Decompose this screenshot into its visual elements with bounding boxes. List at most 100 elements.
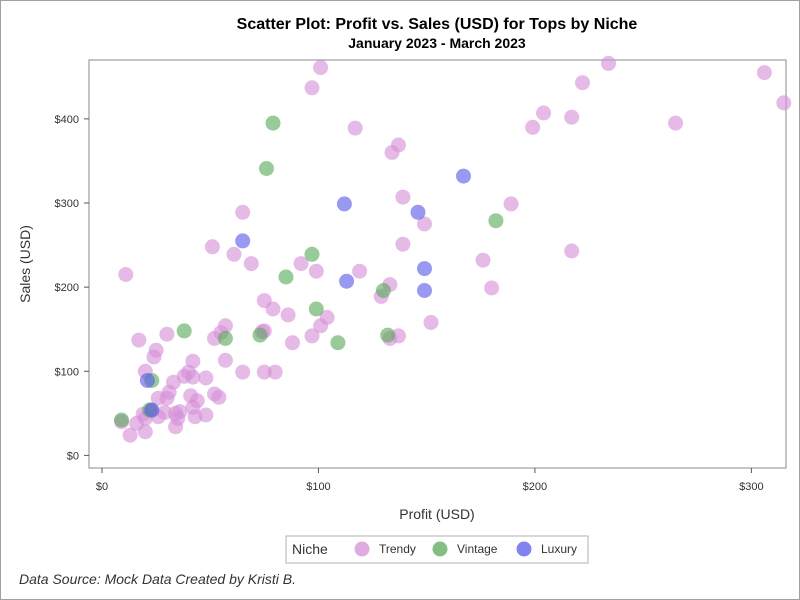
data-point-trendy [352,263,368,279]
x-axis-label: Profit (USD) [399,506,474,522]
data-point-trendy [226,246,242,262]
y-tick-label: $300 [55,198,79,210]
y-tick-label: $200 [55,282,79,294]
data-point-vintage [259,161,274,176]
data-point-vintage [304,246,320,262]
data-point-trendy [564,109,580,125]
data-point-vintage [252,327,268,343]
data-point-trendy [601,55,616,71]
data-point-trendy [235,364,251,380]
y-tick-label: $400 [55,114,79,126]
data-point-trendy [575,75,590,91]
legend-box [285,535,589,564]
y-axis-ticks: $0 $100 $200 $300 $400 [55,114,89,462]
data-point-trendy [536,105,552,121]
data-point-trendy [423,315,439,330]
data-point-vintage [488,213,504,229]
data-point-luxury [336,196,352,212]
data-point-trendy [313,60,329,76]
data-point-vintage [330,335,346,351]
data-point-trendy [280,307,296,323]
data-point-trendy [384,145,400,160]
legend-label-trendy: Trendy [379,542,416,556]
data-point-trendy [198,370,214,386]
data-point-trendy [285,335,300,351]
data-point-trendy [503,196,519,212]
data-point-trendy [185,369,201,385]
data-point-trendy [211,389,227,405]
data-point-trendy [668,115,684,131]
data-point-luxury [235,233,251,249]
data-point-trendy [756,65,772,81]
data-point-trendy [395,189,411,205]
data-point-trendy [157,405,173,420]
legend-label-vintage: Vintage [457,542,498,556]
data-point-trendy [304,328,320,344]
data-point-trendy [308,263,324,279]
legend-marker-luxury [516,541,532,557]
legend-title: Niche [292,541,328,557]
data-point-luxury [144,402,160,418]
data-point-vintage [176,323,192,339]
data-point-vintage [217,330,233,346]
data-point-trendy [235,204,251,220]
legend-marker-vintage [432,541,448,557]
data-point-trendy [217,352,233,368]
data-point-trendy [131,332,147,348]
data-point-trendy [265,301,281,317]
data-point-luxury [417,261,432,277]
data-point-trendy [395,236,411,252]
data-point-trendy [417,216,432,232]
data-point-trendy [304,80,320,96]
plot-area [88,59,787,469]
data-point-trendy [122,427,138,443]
footnote: Data Source: Mock Data Created by Kristi… [19,571,296,587]
data-point-luxury [417,283,432,298]
data-point-trendy [776,95,792,111]
data-point-trendy [484,280,500,296]
data-point-luxury [339,273,355,289]
data-point-trendy [347,120,363,136]
data-point-luxury [139,373,155,388]
x-tick-label: $300 [739,481,763,493]
data-point-trendy [137,424,153,440]
data-point-vintage [380,327,396,343]
data-point-trendy [293,256,309,272]
x-tick-label: $200 [523,481,547,493]
data-point-vintage [265,115,281,131]
x-tick-label: $100 [306,481,330,493]
data-points [114,55,792,443]
chart-subtitle: January 2023 - March 2023 [348,35,526,51]
data-point-trendy [146,349,162,365]
data-point-trendy [313,318,329,334]
x-tick-label: $0 [96,481,108,493]
data-point-trendy [525,119,541,135]
legend-label-luxury: Luxury [541,542,577,556]
data-point-trendy [564,243,580,259]
data-point-trendy [243,256,259,272]
y-tick-label: $0 [67,450,79,462]
data-point-vintage [278,269,294,285]
data-point-trendy [198,407,214,423]
y-tick-label: $100 [55,366,79,378]
legend: Niche Trendy Vintage Luxury [285,535,589,564]
data-point-trendy [159,326,175,342]
data-point-trendy [118,267,134,282]
data-point-luxury [410,204,426,220]
data-point-luxury [456,168,471,184]
x-axis-ticks: $0 $100 $200 $300 [96,468,764,493]
data-point-trendy [475,252,491,268]
data-point-trendy [207,330,222,346]
data-point-vintage [114,412,129,428]
chart-title: Scatter Plot: Profit vs. Sales (USD) for… [237,16,638,33]
legend-marker-trendy [354,541,370,557]
data-point-vintage [308,301,324,317]
data-point-trendy [168,419,184,435]
data-point-trendy [204,239,220,255]
data-point-vintage [375,283,391,298]
legend-entries: Trendy Vintage Luxury [354,541,577,557]
data-point-trendy [159,390,175,406]
data-point-trendy [256,364,272,380]
